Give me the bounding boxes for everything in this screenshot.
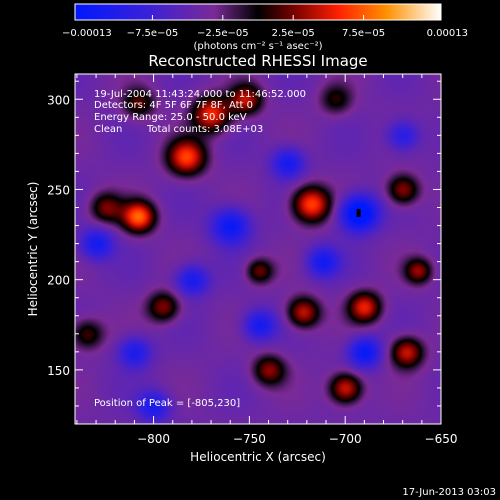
colorbar-tick-label: 7.5e−05	[342, 28, 385, 39]
x-tick-label: −700	[329, 432, 362, 446]
footer-timestamp: 17-Jun-2013 03:03	[402, 487, 496, 498]
x-tick-label: −800	[137, 432, 170, 446]
y-tick-label: 200	[47, 274, 70, 288]
peak-marker	[356, 208, 361, 217]
x-axis-tick-labels: −800 −750 −700 −650	[137, 432, 457, 446]
colorbar-units: (photons cm⁻² s⁻¹ asec⁻²)	[193, 41, 322, 52]
heatmap-image	[75, 74, 441, 424]
colorbar-tick-label: −2.5e−05	[197, 28, 249, 39]
x-axis-label: Heliocentric X (arcsec)	[190, 450, 326, 464]
annotation-clean: Clean	[94, 124, 122, 135]
y-tick-label: 150	[47, 364, 70, 378]
colorbar-tick-label: −7.5e−05	[127, 28, 179, 39]
chart-title: Reconstructed RHESSI Image	[148, 52, 367, 70]
y-axis-tick-labels: 150 200 250 300	[47, 93, 70, 378]
annotation-detectors: Detectors: 4F 5F 6F 7F 8F, Att 0	[94, 100, 253, 111]
x-axis-ticks	[76, 74, 442, 424]
colorbar-tick-labels: −0.00013 −7.5e−05 −2.5e−05 2.5e−05 7.5e−05 0.…	[62, 28, 468, 39]
annotation-time: 19-Jul-2004 11:43:24.000 to 11:46:52.000	[94, 89, 306, 100]
colorbar	[74, 3, 442, 21]
x-tick-label: −750	[233, 432, 266, 446]
y-axis-ticks	[75, 80, 441, 407]
plot-frame	[74, 73, 442, 425]
annotation-total-counts: Total counts: 3.08E+03	[146, 124, 263, 135]
x-tick-label: −650	[425, 432, 458, 446]
annotation-energy: Energy Range: 25.0 - 50.0 keV	[94, 112, 247, 123]
y-tick-label: 250	[47, 183, 70, 197]
colorbar-ticks	[74, 15, 442, 20]
peak-position-label: Position of Peak = [-805,230]	[94, 398, 240, 409]
colorbar-tick-label: 0.00013	[427, 28, 468, 39]
y-tick-label: 300	[47, 93, 70, 107]
colorbar-tick-label: −0.00013	[62, 28, 112, 39]
colorbar-tick-label: 2.5e−05	[272, 28, 315, 39]
y-axis-label: Heliocentric Y (arcsec)	[26, 182, 40, 317]
